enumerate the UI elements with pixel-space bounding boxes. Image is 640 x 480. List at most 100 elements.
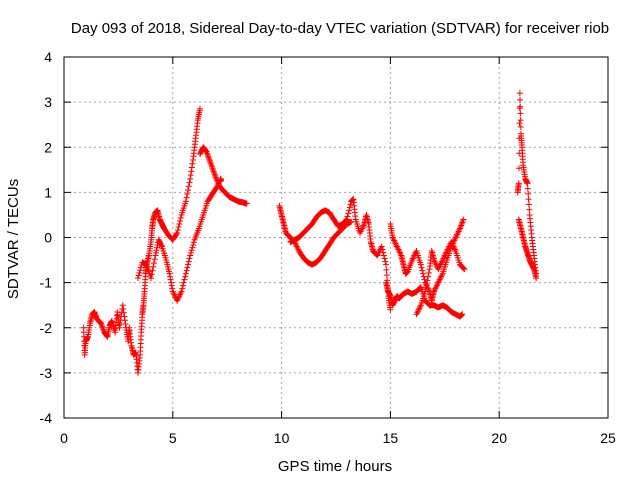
data-point: [345, 210, 352, 217]
x-tick-label: 10: [274, 430, 290, 446]
data-point: [383, 272, 390, 279]
data-point: [524, 180, 531, 187]
data-point: [420, 270, 427, 277]
data-point: [382, 258, 389, 265]
y-tick-label: 4: [44, 49, 52, 65]
data-point: [185, 258, 192, 265]
y-tick-label: 0: [44, 230, 52, 246]
data-point: [243, 200, 250, 207]
x-tick-label: 5: [169, 430, 177, 446]
x-axis-label: GPS time / hours: [278, 458, 392, 475]
data-point: [425, 269, 432, 276]
data-point: [526, 206, 533, 213]
data-point: [188, 168, 195, 175]
data-markers: [80, 90, 540, 376]
data-point: [517, 103, 524, 110]
data-point: [136, 269, 143, 276]
data-point: [197, 105, 203, 112]
data-point: [174, 226, 181, 233]
data-point: [190, 242, 197, 249]
data-point: [167, 276, 174, 283]
data-point: [460, 265, 467, 272]
data-point: [185, 183, 192, 190]
data-point: [150, 260, 157, 267]
data-point: [184, 190, 191, 197]
data-point: [421, 276, 428, 283]
data-point: [178, 288, 185, 295]
data-point: [524, 185, 531, 192]
y-tick-label: 3: [44, 94, 52, 110]
data-point: [185, 187, 192, 194]
data-point: [185, 261, 192, 268]
data-point: [419, 267, 426, 274]
data-point: [177, 217, 184, 224]
data-point: [212, 185, 219, 192]
data-point: [525, 201, 532, 208]
data-point: [423, 281, 430, 288]
data-point: [167, 273, 174, 280]
data-point: [379, 246, 386, 253]
y-tick-label: -1: [40, 275, 53, 291]
data-point: [174, 229, 181, 236]
data-point: [148, 275, 155, 282]
data-point: [517, 123, 524, 130]
data-point: [149, 267, 156, 274]
data-point: [188, 164, 195, 171]
y-tick-label: -4: [40, 410, 53, 426]
y-tick-label: -2: [40, 320, 53, 336]
data-point: [515, 180, 522, 187]
data-point: [347, 201, 354, 208]
data-point: [346, 207, 353, 214]
data-point: [184, 264, 191, 271]
data-point: [189, 160, 196, 167]
data-point: [134, 275, 141, 282]
data-point: [424, 277, 431, 284]
data-point: [103, 333, 110, 340]
data-point: [166, 270, 173, 277]
data-point: [116, 324, 123, 331]
data-point: [525, 190, 532, 197]
data-point: [152, 252, 159, 259]
data-point: [516, 90, 523, 97]
data-point: [380, 252, 387, 259]
data-point: [515, 165, 522, 172]
data-point: [189, 157, 196, 164]
data-point: [189, 244, 196, 251]
data-point: [182, 273, 189, 280]
y-tick-label: 1: [44, 184, 52, 200]
data-point: [120, 309, 127, 316]
data-point: [168, 282, 175, 289]
data-point: [188, 247, 195, 254]
data-point: [168, 279, 175, 286]
data-point: [121, 317, 128, 324]
data-point: [182, 270, 189, 277]
data-point: [343, 217, 350, 224]
data-point: [418, 264, 425, 271]
data-point: [422, 284, 429, 291]
chart-title: Day 093 of 2018, Sidereal Day-to-day VTE…: [71, 20, 609, 37]
data-point: [383, 266, 390, 273]
data-point: [121, 313, 128, 320]
x-tick-label: 15: [383, 430, 399, 446]
data-point: [460, 216, 467, 223]
data-point: [517, 110, 524, 117]
data-point: [122, 320, 129, 327]
data-point: [387, 306, 394, 313]
data-point: [180, 279, 187, 286]
x-tick-label: 25: [600, 430, 616, 446]
data-point: [150, 263, 157, 270]
data-point: [137, 267, 144, 274]
data-point: [346, 204, 353, 211]
data-point: [177, 214, 184, 221]
data-point: [190, 239, 197, 246]
data-point: [181, 276, 188, 283]
data-point: [517, 96, 524, 103]
data-point: [169, 285, 176, 292]
data-point: [179, 282, 186, 289]
data-point: [517, 117, 524, 124]
data-point: [173, 231, 180, 238]
y-tick-label: 2: [44, 139, 52, 155]
plot-frame: [63, 56, 609, 419]
data-point: [183, 194, 190, 201]
